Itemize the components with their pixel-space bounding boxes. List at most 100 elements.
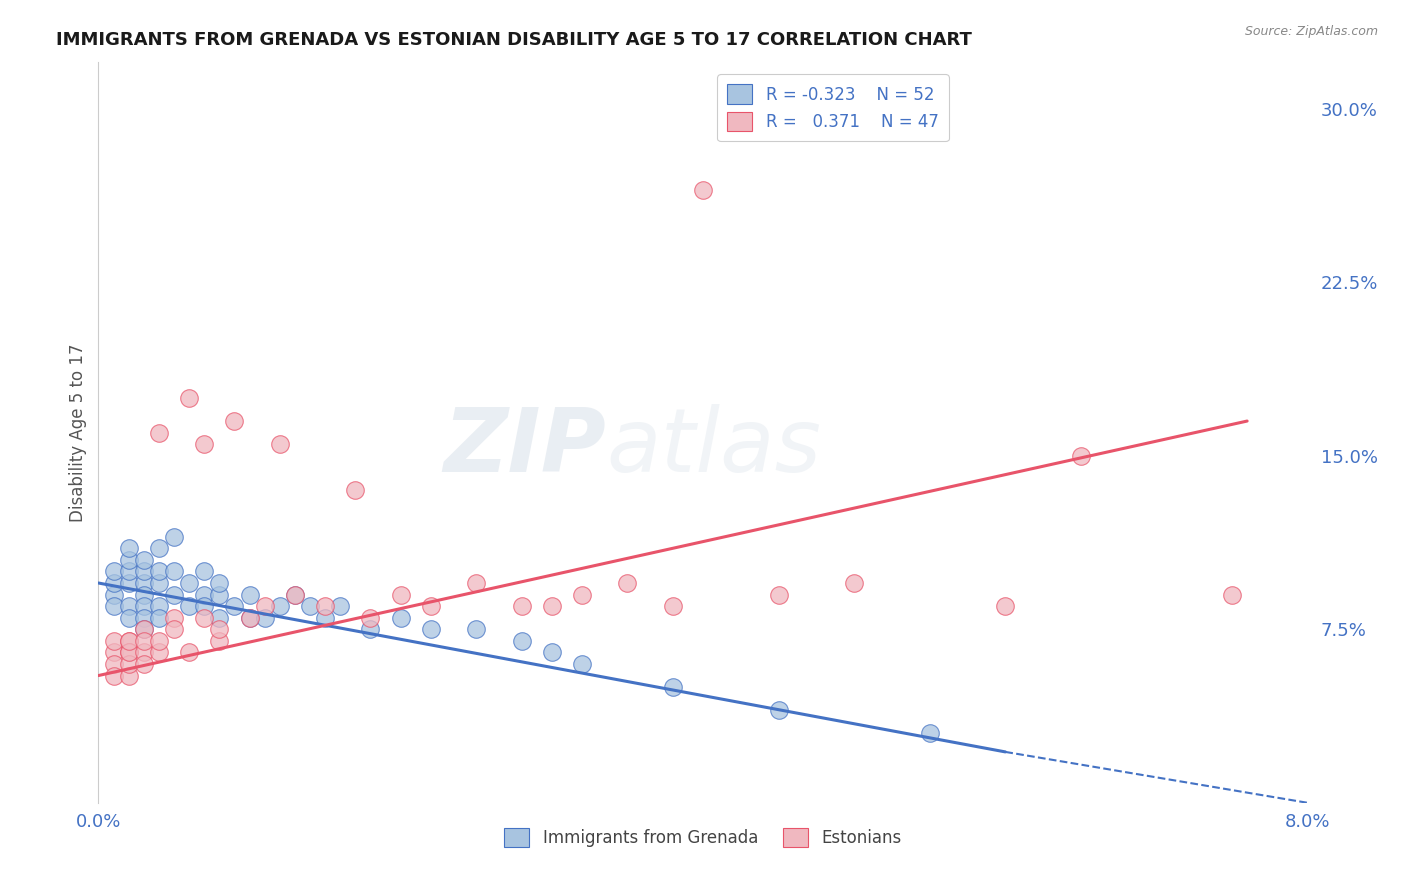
Point <box>132 565 155 579</box>
Point <box>253 599 276 614</box>
Point <box>299 599 322 614</box>
Point <box>768 588 790 602</box>
Point <box>1220 588 1243 602</box>
Point <box>148 645 170 659</box>
Point <box>132 588 155 602</box>
Point <box>132 622 155 636</box>
Point <box>179 599 201 614</box>
Point <box>284 588 307 602</box>
Point <box>148 576 170 591</box>
Point <box>132 633 155 648</box>
Point <box>118 576 141 591</box>
Point <box>389 610 412 624</box>
Point <box>103 657 125 671</box>
Point <box>510 633 533 648</box>
Point <box>314 610 336 624</box>
Point <box>208 633 231 648</box>
Point <box>118 553 141 567</box>
Point <box>148 610 170 624</box>
Point <box>208 610 231 624</box>
Point <box>118 633 141 648</box>
Point <box>844 576 866 591</box>
Point <box>239 610 262 624</box>
Point <box>389 588 412 602</box>
Point <box>571 657 593 671</box>
Point <box>239 610 262 624</box>
Point <box>208 622 231 636</box>
Point <box>179 576 201 591</box>
Point <box>540 645 562 659</box>
Point <box>994 599 1017 614</box>
Point <box>768 703 790 717</box>
Point <box>420 599 443 614</box>
Point <box>103 588 125 602</box>
Point <box>118 633 141 648</box>
Point <box>616 576 638 591</box>
Point <box>329 599 352 614</box>
Text: IMMIGRANTS FROM GRENADA VS ESTONIAN DISABILITY AGE 5 TO 17 CORRELATION CHART: IMMIGRANTS FROM GRENADA VS ESTONIAN DISA… <box>56 31 972 49</box>
Point <box>103 565 125 579</box>
Point <box>360 610 382 624</box>
Point <box>269 437 291 451</box>
Point <box>284 588 307 602</box>
Point <box>118 565 141 579</box>
Point <box>118 645 141 659</box>
Point <box>118 668 141 682</box>
Text: Source: ZipAtlas.com: Source: ZipAtlas.com <box>1244 25 1378 38</box>
Text: atlas: atlas <box>606 404 821 491</box>
Point <box>103 576 125 591</box>
Point <box>661 680 683 694</box>
Point <box>193 588 215 602</box>
Point <box>118 610 141 624</box>
Point <box>132 610 155 624</box>
Point <box>132 622 155 636</box>
Point <box>163 588 186 602</box>
Point <box>208 576 231 591</box>
Point <box>465 622 488 636</box>
Point <box>571 588 593 602</box>
Point <box>540 599 562 614</box>
Point <box>148 599 170 614</box>
Point <box>163 530 186 544</box>
Point <box>148 425 170 440</box>
Point <box>148 565 170 579</box>
Text: ZIP: ZIP <box>443 404 606 491</box>
Point <box>103 633 125 648</box>
Point <box>692 183 714 197</box>
Point <box>179 645 201 659</box>
Point <box>179 391 201 405</box>
Point <box>661 599 683 614</box>
Point <box>193 437 215 451</box>
Point <box>208 588 231 602</box>
Point <box>132 657 155 671</box>
Point <box>510 599 533 614</box>
Point <box>163 565 186 579</box>
Point <box>103 645 125 659</box>
Legend: Immigrants from Grenada, Estonians: Immigrants from Grenada, Estonians <box>498 822 908 854</box>
Point <box>103 599 125 614</box>
Point <box>163 622 186 636</box>
Point <box>344 483 367 498</box>
Point <box>239 588 262 602</box>
Point <box>918 726 941 740</box>
Point <box>132 645 155 659</box>
Point <box>269 599 291 614</box>
Point <box>420 622 443 636</box>
Point <box>193 610 215 624</box>
Point <box>148 633 170 648</box>
Point <box>132 576 155 591</box>
Point <box>118 541 141 556</box>
Point <box>253 610 276 624</box>
Point <box>118 599 141 614</box>
Y-axis label: Disability Age 5 to 17: Disability Age 5 to 17 <box>69 343 87 522</box>
Point <box>224 599 246 614</box>
Point <box>132 553 155 567</box>
Point <box>314 599 336 614</box>
Point <box>103 668 125 682</box>
Point <box>1070 449 1092 463</box>
Point <box>193 599 215 614</box>
Point <box>118 657 141 671</box>
Point <box>148 541 170 556</box>
Point <box>118 645 141 659</box>
Point <box>360 622 382 636</box>
